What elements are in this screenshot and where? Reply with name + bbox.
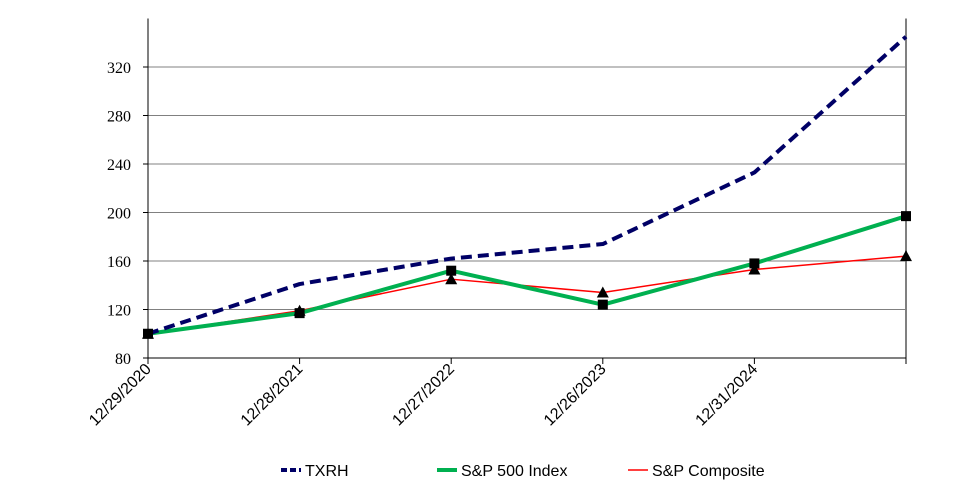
y-tick-label: 120 <box>107 303 131 320</box>
x-tick-label: 12/29/2020 <box>86 361 155 430</box>
data-point-s-p-500-index <box>597 299 608 310</box>
legend-label-s-p-composite: S&P Composite <box>652 463 765 480</box>
legend-label-s-p-500-index: S&P 500 Index <box>461 463 567 480</box>
data-point-s-p-composite <box>445 273 458 285</box>
y-tick-label: 240 <box>107 157 131 174</box>
series-layer <box>147 35 908 336</box>
x-tick-label: 12/27/2022 <box>389 361 458 430</box>
marker-layer <box>142 211 912 339</box>
legend-label-txrh: TXRH <box>305 463 349 480</box>
data-point-s-p-500-index <box>901 211 911 222</box>
y-tick-label: 280 <box>107 109 131 126</box>
data-point-s-p-500-index <box>749 258 760 269</box>
data-point-s-p-composite <box>142 327 154 339</box>
y-tick-label: 160 <box>107 254 131 271</box>
y-tick-label: 80 <box>115 351 131 368</box>
x-tick-label: 12/28/2021 <box>238 361 307 430</box>
x-tick-label: 12/26/2023 <box>541 361 610 430</box>
data-point-s-p-composite <box>596 286 609 298</box>
series-line-txrh <box>147 35 908 336</box>
data-point-s-p-composite <box>748 263 761 275</box>
y-tick-label: 200 <box>107 206 131 223</box>
x-tick-label: 12/31/2024 <box>693 361 762 430</box>
axis-layer: 80 120 160 200 240 280 320 12/29/2020 12/28/2021… <box>86 18 907 430</box>
data-point-s-p-500-index <box>446 265 457 276</box>
y-tick-label: 320 <box>107 60 131 77</box>
data-point-s-p-composite <box>293 304 306 316</box>
series-line-s-p-500-index <box>147 214 907 336</box>
legend: TXRH S&P 500 Index S&P Composite <box>281 463 765 480</box>
grid-layer <box>143 66 906 359</box>
data-point-s-p-composite <box>900 250 912 262</box>
